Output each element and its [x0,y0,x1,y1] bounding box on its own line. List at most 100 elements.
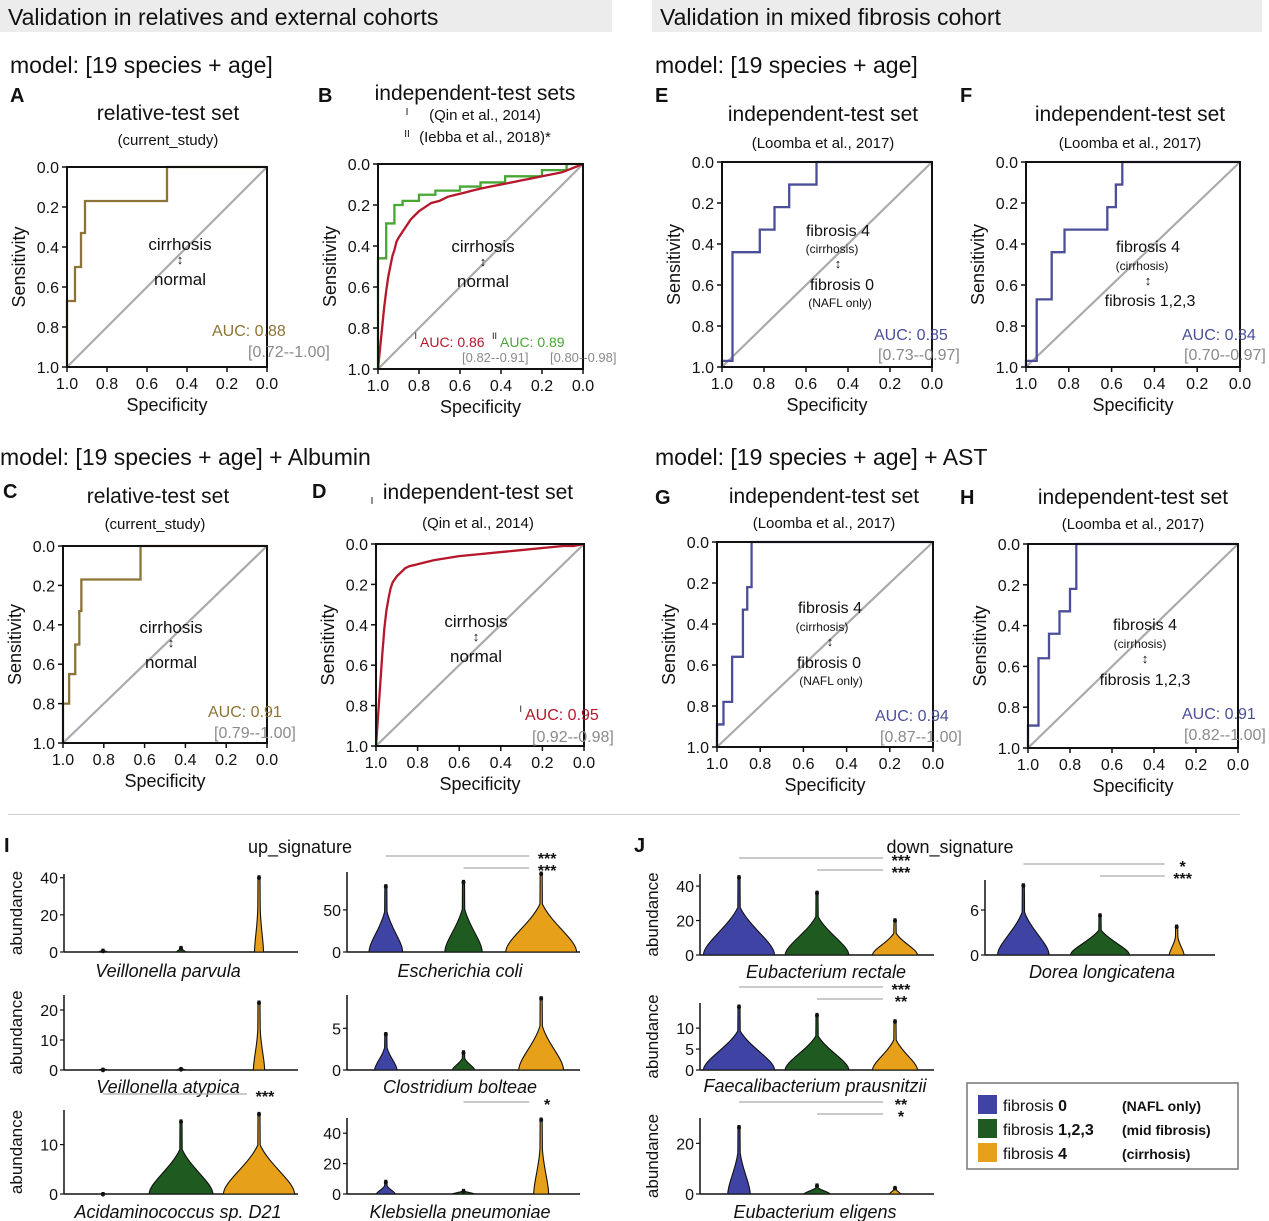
auc-confidence-interval: [0.79--1.00] [214,725,296,742]
x-axis-label: Specificity [440,397,521,417]
plot-frame [375,543,585,747]
x-axis-label: Specificity [124,771,205,791]
x-tick-label: 0.6 [1101,757,1123,774]
outlier-point [1098,913,1102,918]
y-tick-label: 0.0 [348,157,370,174]
y-tick-label: 0.6 [996,278,1018,295]
x-axis-label: Specificity [784,775,865,795]
y-tick-label: 20 [676,914,694,931]
significance-label: * [1180,859,1187,876]
y-tick-label: 0.0 [998,537,1020,554]
comparison-annotation: cirrhosis [148,235,211,254]
y-axis-label: abundance [7,871,26,955]
outlier-point [461,880,466,885]
roc-subtitle-F: (Loomba et al., 2017) [1059,135,1202,152]
violin-fib0 [368,884,404,953]
violin-fib0 [997,883,1050,956]
y-tick-label: 0 [49,1187,58,1204]
violin-fib0 [702,875,776,956]
y-tick-label: 1.0 [687,740,709,757]
model-label-albumin: model: [19 species + age] + Albumin [0,444,371,470]
x-tick-label: 1.0 [706,756,728,773]
outlier-point [257,875,261,880]
y-tick-label: 0.6 [348,280,370,297]
violin-fib0 [727,1125,751,1195]
x-tick-label: 0.0 [573,755,595,772]
x-tick-label: 0.0 [256,752,278,769]
x-tick-label: 0.2 [215,752,237,769]
x-tick-label: 0.8 [753,376,775,393]
outlier-point [383,1032,388,1037]
legend-label: fibrosis 1,2,3 [1003,1122,1094,1139]
x-tick-label: 0.0 [256,376,278,393]
auc-confidence-interval: [0.72--1.00] [248,344,330,361]
roc-title-F: independent-test set [1035,103,1225,126]
y-tick-label: 0.4 [998,619,1020,636]
roc-subtitle-D: (Qin et al., 2014) [422,515,534,532]
x-tick-label: 0.8 [749,756,771,773]
panel-letter-G: G [655,487,671,509]
x-tick-label: 0.2 [1185,757,1207,774]
outlier-point [737,1005,741,1010]
x-tick-label: 1.0 [52,752,74,769]
outlier-point [179,946,183,951]
species-label: Veillonella parvula [95,961,240,981]
y-tick-label: 1.0 [33,736,55,753]
violin-panel-eubacterium-eligens: 0 20 abundance *** Eubacterium eligens [643,1097,934,1221]
violin-panel-dorea-longicatena: 0 6 **** Dorea longicatena [970,859,1215,982]
comparison-annotation: fibrosis 0 [797,655,861,672]
roc-title-H: independent-test set [1038,486,1228,509]
x-tick-label: 0.4 [837,376,859,393]
roc-title-E: independent-test set [728,103,918,126]
plot-frame [721,161,933,368]
significance-label: *** [256,1089,275,1106]
auc-label: AUC: 0.91 [208,704,282,721]
violin-fib4 [253,875,265,953]
auc-superscript: I [519,704,522,714]
y-tick-label: 0.8 [687,699,709,716]
plot-frame [66,166,268,368]
y-tick-label: 0.2 [996,196,1018,213]
significance-label: * [544,1097,551,1114]
y-axis-label: Sensitivity [318,604,338,685]
violin-fib123 [1070,913,1130,956]
y-tick-label: 5 [685,1042,694,1059]
x-tick-label: 0.4 [835,756,857,773]
roc-subtitle-marker-D: I [371,496,374,507]
roc-curve-D-0 [374,542,585,747]
outlier-point [179,1067,183,1072]
roc-subtitle-marker-B: II [404,129,410,140]
right-section-banner: Validation in mixed fibrosis cohort [652,0,1262,32]
y-tick-label: 0.2 [346,577,368,594]
violin-panel-veillonella-atypica: 0 10 20 abundance Veillonella atypica [7,990,298,1097]
comparison-annotation: normal [145,653,197,672]
violin-fib4 [871,1019,919,1071]
violin-panel-escherichia-coli: 0 50 ****** Escherichia coli [323,851,580,981]
x-tick-label: 0.6 [133,752,155,769]
comparison-annotation: (cirrhosis) [796,620,849,634]
roc-title-B: independent-test sets [375,82,576,105]
legend-label-group: 4 [1058,1146,1067,1163]
comparison-annotation: ↕ [827,634,834,649]
legend-note: (NAFL only) [1122,1098,1201,1114]
violin-fib123 [451,1050,476,1071]
plot-frame [716,541,934,748]
y-tick-label: 40 [676,879,694,896]
auc-confidence-interval: [0.82--0.91] [462,350,529,365]
roc-subtitle-marker-B: I [406,107,409,118]
y-tick-label: 20 [40,1003,58,1020]
comparison-annotation: fibrosis 1,2,3 [1100,672,1191,689]
x-tick-label: 0.8 [1059,757,1081,774]
comparison-annotation: normal [154,270,206,289]
y-tick-label: 0 [970,948,979,965]
auc-label: AUC: 0.95 [525,707,599,724]
y-tick-label: 0 [332,1187,341,1204]
violin-group-title-down: down_signature [886,837,1013,858]
outlier-point [383,884,388,889]
x-tick-label: 0.4 [490,378,512,395]
comparison-annotation: (cirrhosis) [1114,637,1167,651]
